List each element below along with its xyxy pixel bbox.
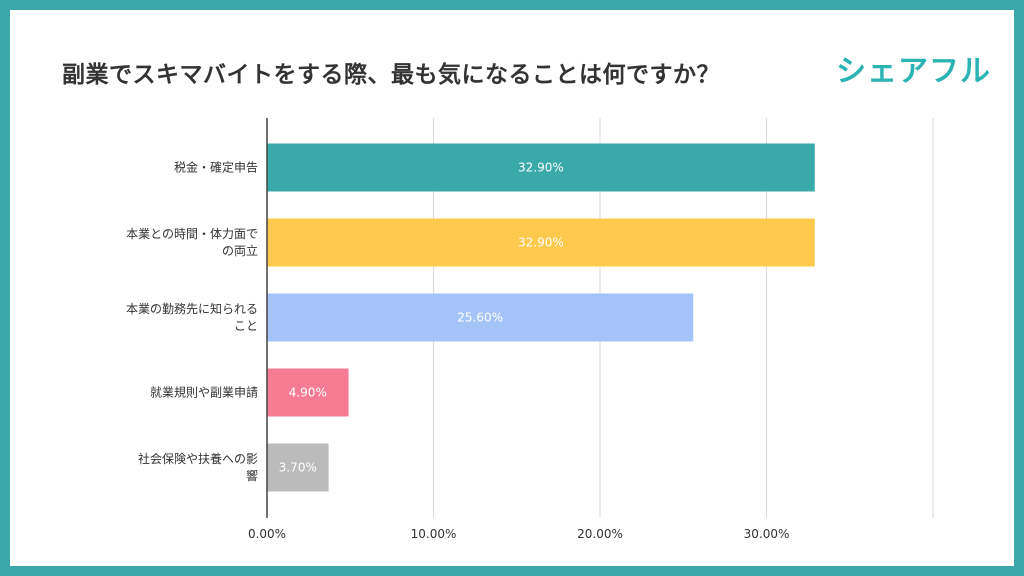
category-label-1-1: の両立 xyxy=(222,243,258,258)
bar-value-label-2: 25.60% xyxy=(457,311,503,325)
x-tick-label-3: 30.00% xyxy=(744,527,790,541)
bar-3 xyxy=(267,368,349,417)
bar-1 xyxy=(267,218,815,267)
bar-4 xyxy=(267,443,329,492)
x-tick-label-2: 20.00% xyxy=(577,527,623,541)
category-label-0-0: 税金・確定申告 xyxy=(174,160,258,175)
bar-value-label-4: 3.70% xyxy=(279,461,317,475)
bar-value-label-1: 32.90% xyxy=(518,236,564,250)
category-label-3-0: 就業規則や副業申請 xyxy=(150,385,258,400)
chart-title: 副業でスキマバイトをする際、最も気になることは何ですか？ xyxy=(62,62,720,88)
bar-value-label-3: 4.90% xyxy=(289,386,327,400)
brand-logo: シェアフル xyxy=(836,54,991,89)
bar-0 xyxy=(267,143,815,192)
category-label-1-0: 本業との時間・体力面で xyxy=(126,227,258,241)
category-label-2-0: 本業の勤務先に知られる xyxy=(126,302,258,316)
bar-2 xyxy=(267,293,694,342)
category-label-4-0: 社会保険や扶養への影 xyxy=(138,451,258,466)
category-label-2-1: こと xyxy=(234,319,258,333)
x-tick-label-0: 0.00% xyxy=(248,527,286,541)
x-tick-label-1: 10.00% xyxy=(411,527,457,541)
category-label-4-1: 響 xyxy=(246,468,258,483)
bar-value-label-0: 32.90% xyxy=(518,161,564,175)
